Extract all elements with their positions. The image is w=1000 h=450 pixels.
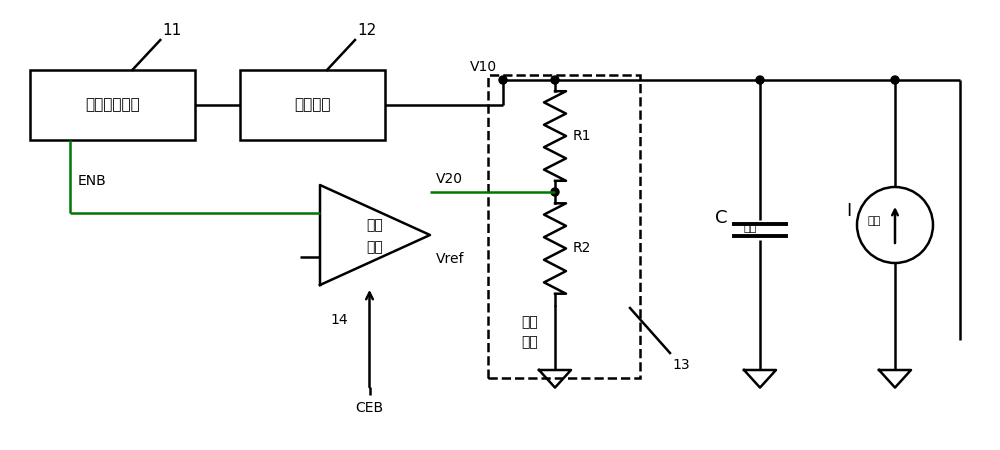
- Text: Vref: Vref: [436, 252, 464, 266]
- Text: 比较: 比较: [367, 218, 383, 232]
- Text: V20: V20: [436, 172, 463, 186]
- Text: 负载: 负载: [867, 216, 880, 226]
- Text: CEB: CEB: [355, 401, 384, 415]
- Bar: [488, 75, 640, 378]
- Circle shape: [499, 76, 507, 84]
- Text: ENB: ENB: [78, 174, 107, 188]
- Text: 14: 14: [331, 313, 348, 327]
- Text: 单元: 单元: [367, 240, 383, 254]
- Text: 升压单元: 升压单元: [294, 98, 331, 112]
- Text: C: C: [716, 209, 728, 227]
- Text: R1: R1: [573, 129, 592, 143]
- Circle shape: [551, 76, 559, 84]
- Text: 负载: 负载: [744, 223, 757, 233]
- Text: 12: 12: [357, 23, 376, 38]
- Text: 分压: 分压: [522, 315, 538, 329]
- Text: I: I: [846, 202, 851, 220]
- Circle shape: [756, 76, 764, 84]
- Circle shape: [551, 188, 559, 196]
- Bar: [30, 70, 195, 140]
- Text: 单元: 单元: [522, 335, 538, 349]
- Circle shape: [891, 76, 899, 84]
- Text: R2: R2: [573, 242, 591, 256]
- Text: V10: V10: [470, 60, 497, 74]
- Bar: [240, 70, 385, 140]
- Text: 11: 11: [162, 23, 182, 38]
- Text: 13: 13: [672, 358, 690, 372]
- Text: 时钟驱动单元: 时钟驱动单元: [85, 98, 140, 112]
